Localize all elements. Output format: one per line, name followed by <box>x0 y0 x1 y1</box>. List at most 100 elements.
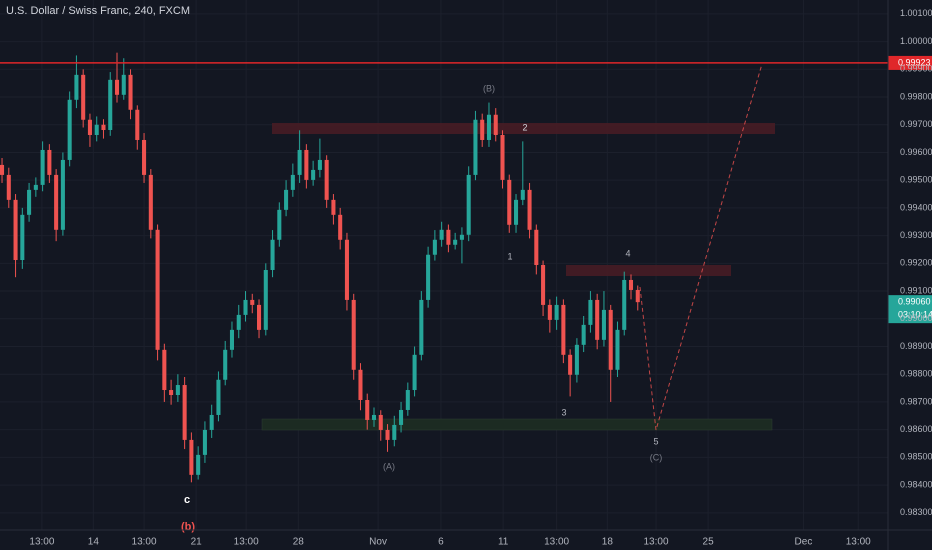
overlay: 0.99923 0.99060 03:10:14 (B) 2 1 4 3 5 (C) (A) c (b) <box>0 55 932 533</box>
candle-body <box>568 354 573 375</box>
candle-body <box>547 304 552 320</box>
candle-body <box>513 199 519 225</box>
candle-body <box>277 209 282 240</box>
candle-body <box>290 174 295 190</box>
candle-body <box>81 74 86 120</box>
y-tick-label: 0.99600 <box>900 147 932 157</box>
y-tick-label: 0.99500 <box>900 175 932 185</box>
candle-body <box>236 314 241 330</box>
candle-body <box>500 134 505 180</box>
candle-body <box>20 214 25 261</box>
candle-body <box>114 79 120 95</box>
level-tag <box>888 55 932 70</box>
x-tick-label: 25 <box>703 537 715 548</box>
candle-body <box>446 229 451 245</box>
candle-body <box>601 309 606 340</box>
y-tick-label: 0.99700 <box>900 119 932 129</box>
candle-body <box>297 149 302 175</box>
x-tick-label: 13:00 <box>846 537 871 548</box>
x-tick-label: 13:00 <box>544 537 569 548</box>
last-price-tag <box>888 295 932 324</box>
y-tick-label: 0.99000 <box>900 313 932 323</box>
candle-body <box>223 349 228 380</box>
candle-body <box>615 329 620 370</box>
y-tick-label: 1.00000 <box>900 36 932 46</box>
candle-body <box>405 390 410 410</box>
chart-title: U.S. Dollar / Swiss Franc, 240, FXCM <box>6 5 190 17</box>
candle-body <box>6 174 11 200</box>
candle-body <box>520 189 525 200</box>
level-label: 0.99923 <box>898 57 931 67</box>
candle-body <box>473 119 478 175</box>
candle-body <box>209 414 214 430</box>
x-tick-label: 13:00 <box>644 537 669 548</box>
candle-body <box>324 159 329 200</box>
candles <box>0 52 640 483</box>
candle-body <box>162 349 167 391</box>
candle-body <box>385 429 390 440</box>
wave-label: (C) <box>650 452 663 462</box>
candle-body <box>142 139 147 175</box>
resistance-zone <box>272 123 775 134</box>
candle-body <box>13 199 18 261</box>
candle-body <box>47 149 52 175</box>
wave-label: (A) <box>383 461 395 471</box>
candle-body <box>0 164 5 175</box>
x-tick-label: 13:00 <box>29 537 54 548</box>
y-tick-label: 0.99400 <box>900 202 932 212</box>
candle-body <box>554 304 559 320</box>
candle-body <box>317 159 322 170</box>
wave-label: 3 <box>561 407 566 417</box>
candle-body <box>311 169 316 180</box>
candle-body <box>155 229 160 350</box>
candle-body <box>608 309 613 370</box>
candle-body <box>135 109 140 140</box>
grid <box>0 0 888 530</box>
wave-label: c <box>184 494 190 506</box>
candle-body <box>27 189 32 215</box>
candle-body <box>128 74 133 110</box>
wave-label: (b) <box>181 521 195 533</box>
y-tick-label: 0.98600 <box>900 424 932 434</box>
countdown-label: 03:10:14 <box>898 310 932 320</box>
zones <box>261 123 775 431</box>
candle-body <box>635 289 640 303</box>
candle-body <box>169 390 174 396</box>
candle-body <box>507 179 512 225</box>
wave-label: 4 <box>625 248 630 258</box>
candle-body <box>216 379 221 415</box>
x-tick-label: Dec <box>795 537 813 548</box>
candle-body <box>331 199 336 215</box>
x-tick-label: 6 <box>438 537 444 548</box>
y-tick-label: 1.00100 <box>900 8 932 18</box>
last-price-label: 0.99060 <box>898 297 931 307</box>
candle-body <box>344 239 349 300</box>
candle-body <box>108 79 113 131</box>
y-tick-label: 0.99200 <box>900 258 932 268</box>
candle-body <box>60 159 65 230</box>
candle-body <box>229 329 235 350</box>
candle-body <box>358 369 363 400</box>
x-tick-label: 13:00 <box>234 537 259 548</box>
y-tick-label: 0.98800 <box>900 369 932 379</box>
candle-body <box>101 124 106 131</box>
x-tick-label: 28 <box>293 537 305 548</box>
y-tick-label: 0.98700 <box>900 396 932 406</box>
candle-body <box>486 114 492 140</box>
x-tick-label: 14 <box>88 537 100 548</box>
candle-body <box>40 149 45 185</box>
candle-body <box>574 344 579 375</box>
candle-body <box>94 124 99 135</box>
candle-body <box>250 299 255 305</box>
candle-body <box>189 439 194 475</box>
candle-body <box>371 414 377 420</box>
y-tick-label: 0.99300 <box>900 230 932 240</box>
y-tick-label: 0.99900 <box>900 64 932 74</box>
candle-body <box>419 299 424 355</box>
candle-body <box>527 189 532 230</box>
candle-body <box>365 399 370 420</box>
candle-body <box>541 265 546 305</box>
candle-body <box>493 114 498 135</box>
candle-body <box>270 239 275 270</box>
